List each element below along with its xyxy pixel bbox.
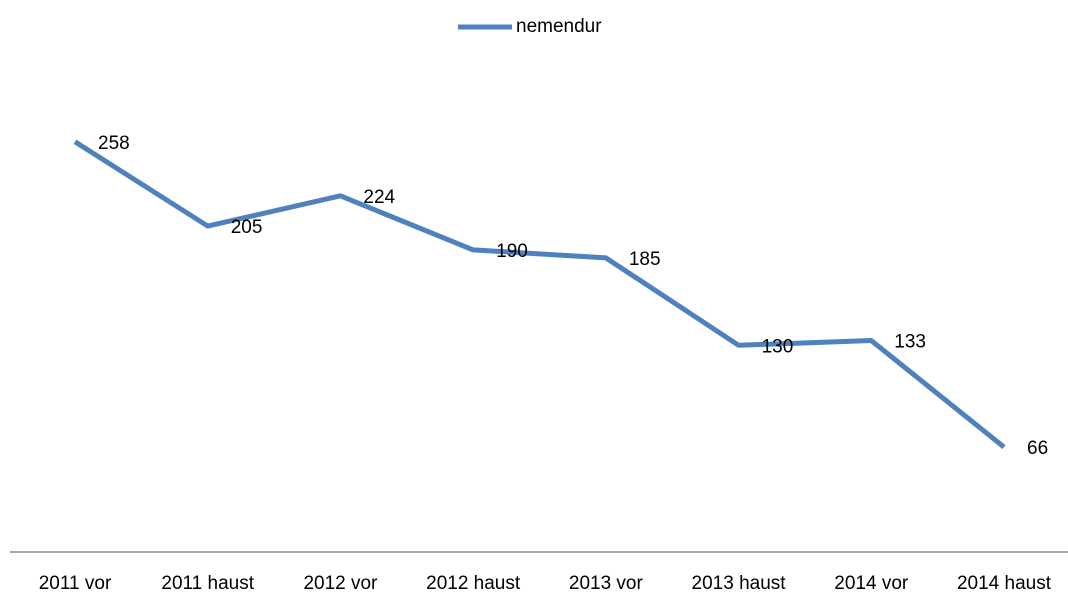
x-tick-label: 2014 vor <box>834 573 909 594</box>
data-label: 258 <box>98 133 130 154</box>
x-tick-label: 2013 vor <box>569 573 644 594</box>
data-label: 66 <box>1027 438 1048 459</box>
x-tick-label: 2011 haust <box>161 573 254 594</box>
x-tick-label: 2014 haust <box>957 573 1052 594</box>
x-tick-label: 2011 vor <box>39 573 112 594</box>
x-tick-label: 2013 haust <box>692 573 787 594</box>
data-label: 130 <box>762 336 794 357</box>
legend-label: nemendur <box>516 16 602 37</box>
x-tick-label: 2012 vor <box>303 573 378 594</box>
data-label: 224 <box>363 187 395 208</box>
data-label: 190 <box>496 241 528 262</box>
data-label: 133 <box>894 332 926 353</box>
series-line <box>73 139 1006 450</box>
x-tick-label: 2012 haust <box>426 573 521 594</box>
data-label: 185 <box>629 249 661 270</box>
data-label: 205 <box>231 217 263 238</box>
